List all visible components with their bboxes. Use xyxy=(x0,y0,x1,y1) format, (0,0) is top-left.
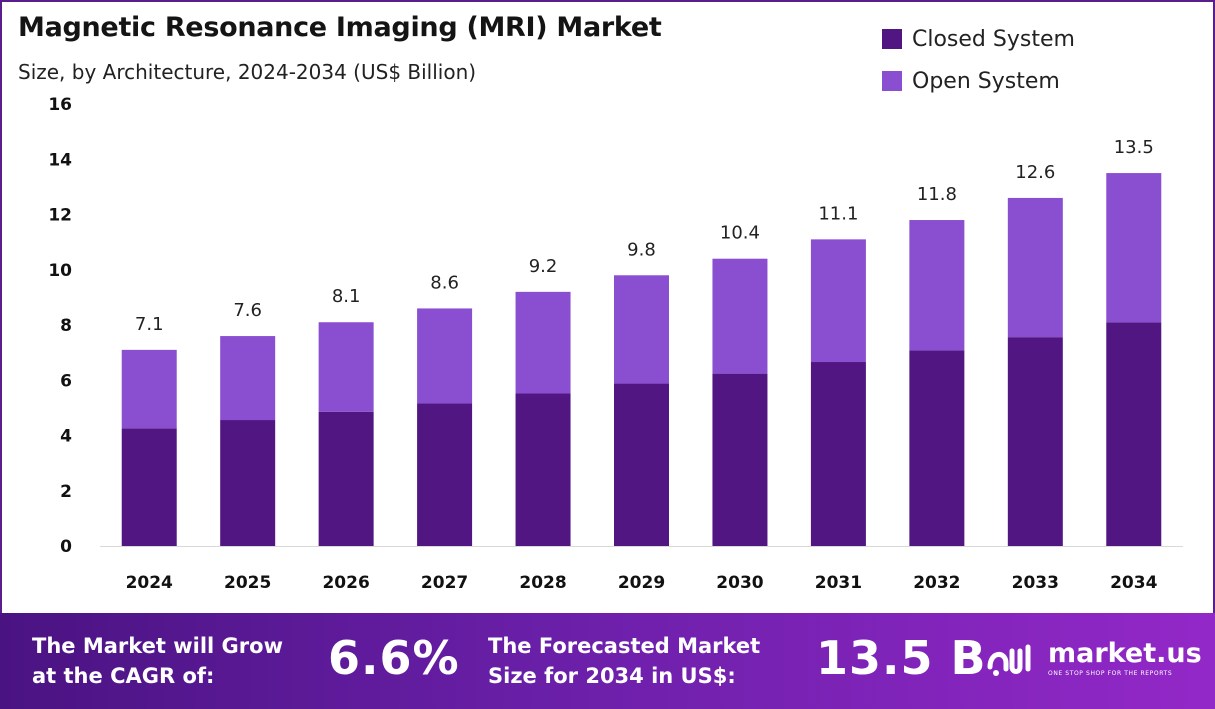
y-tick-label: 8 xyxy=(60,316,72,336)
y-tick-label: 4 xyxy=(60,427,72,447)
x-tick-label: 2028 xyxy=(519,573,566,593)
bar-total-label: 13.5 xyxy=(1114,137,1154,158)
y-tick-label: 0 xyxy=(60,537,72,557)
forecast-caption-line-1: The Forecasted Market xyxy=(488,634,761,658)
cagr-caption-line-1: The Market will Grow xyxy=(32,634,283,658)
chart-subtitle: Size, by Architecture, 2024-2034 (US$ Bi… xyxy=(18,60,477,84)
legend: Closed System Open System xyxy=(882,18,1075,102)
y-tick-label: 2 xyxy=(60,482,72,502)
bar-closed-system xyxy=(1007,337,1063,546)
footer-banner: The Market will Grow at the CAGR of: 6.6… xyxy=(0,613,1215,709)
bar-total-label: 10.4 xyxy=(720,223,760,244)
market-us-logo-icon xyxy=(987,644,1031,676)
bar-open-system xyxy=(810,239,866,363)
forecast-value: 13.5 B xyxy=(816,631,987,685)
legend-label-closed-system: Closed System xyxy=(912,26,1075,52)
chart-title: Magnetic Resonance Imaging (MRI) Market xyxy=(18,12,662,43)
bar-closed-system xyxy=(121,428,177,546)
cagr-caption: The Market will Grow at the CAGR of: xyxy=(32,631,283,691)
bar-open-system xyxy=(614,275,669,384)
bar-open-system xyxy=(318,322,374,412)
bar-closed-system xyxy=(220,420,276,546)
y-tick-label: 6 xyxy=(60,371,72,391)
y-tick-label: 14 xyxy=(48,150,72,170)
x-tick-label: 2034 xyxy=(1110,573,1157,593)
legend-item-open-system: Open System xyxy=(882,60,1075,102)
legend-item-closed-system: Closed System xyxy=(882,18,1075,60)
legend-swatch-closed-system xyxy=(882,29,902,49)
bar-open-system xyxy=(1007,197,1063,338)
bar-open-system xyxy=(121,349,177,429)
x-tick-label: 2033 xyxy=(1012,573,1059,593)
bar-total-label: 11.1 xyxy=(818,203,858,224)
x-tick-label: 2029 xyxy=(618,573,665,593)
bar-open-system xyxy=(515,291,571,394)
bar-closed-system xyxy=(712,373,768,546)
brand: market.us ONE STOP SHOP FOR THE REPORTS xyxy=(986,637,1202,679)
bar-closed-system xyxy=(417,403,473,546)
forecast-caption: The Forecasted Market Size for 2034 in U… xyxy=(488,631,760,691)
legend-label-open-system: Open System xyxy=(912,68,1060,94)
bar-closed-system xyxy=(909,350,965,546)
bar-open-system xyxy=(909,220,965,351)
bar-closed-system xyxy=(1106,322,1162,546)
bar-closed-system xyxy=(614,383,669,546)
bar-total-label: 9.2 xyxy=(529,256,558,277)
y-tick-label: 10 xyxy=(48,261,72,281)
forecast-caption-line-2: Size for 2034 in US$: xyxy=(488,664,736,688)
x-tick-label: 2026 xyxy=(322,573,369,593)
bar-closed-system xyxy=(318,411,374,546)
bar-open-system xyxy=(712,258,768,374)
bar-total-label: 11.8 xyxy=(917,184,957,205)
bar-total-label: 7.6 xyxy=(233,300,262,321)
bar-open-system xyxy=(1106,173,1162,323)
x-tick-label: 2030 xyxy=(716,573,763,593)
x-tick-label: 2024 xyxy=(126,573,173,593)
bar-total-label: 8.6 xyxy=(430,272,459,293)
cagr-value: 6.6% xyxy=(328,631,460,685)
x-tick-label: 2031 xyxy=(815,573,862,593)
bar-total-label: 7.1 xyxy=(135,314,164,335)
brand-tagline: ONE STOP SHOP FOR THE REPORTS xyxy=(1048,669,1173,677)
x-tick-label: 2032 xyxy=(913,573,960,593)
bar-open-system xyxy=(220,336,276,421)
bar-closed-system xyxy=(810,362,866,546)
y-tick-label: 16 xyxy=(48,95,72,115)
bar-total-label: 9.8 xyxy=(627,239,656,260)
legend-swatch-open-system xyxy=(882,71,902,91)
brand-name: market.us xyxy=(1048,637,1202,669)
bar-total-label: 8.1 xyxy=(332,286,361,307)
x-tick-label: 2025 xyxy=(224,573,271,593)
x-tick-label: 2027 xyxy=(421,573,468,593)
bar-open-system xyxy=(417,308,473,404)
cagr-caption-line-2: at the CAGR of: xyxy=(32,664,215,688)
y-tick-label: 12 xyxy=(48,206,72,226)
bar-total-label: 12.6 xyxy=(1015,162,1055,183)
bar-chart: 0 2 4 6 8 10 12 14 16 7.1 2024 7.6 2025 8.1 2026 8.6 202… xyxy=(48,95,1183,593)
bar-closed-system xyxy=(515,393,571,546)
brand-text: market.us ONE STOP SHOP FOR THE REPORTS xyxy=(1048,637,1202,677)
